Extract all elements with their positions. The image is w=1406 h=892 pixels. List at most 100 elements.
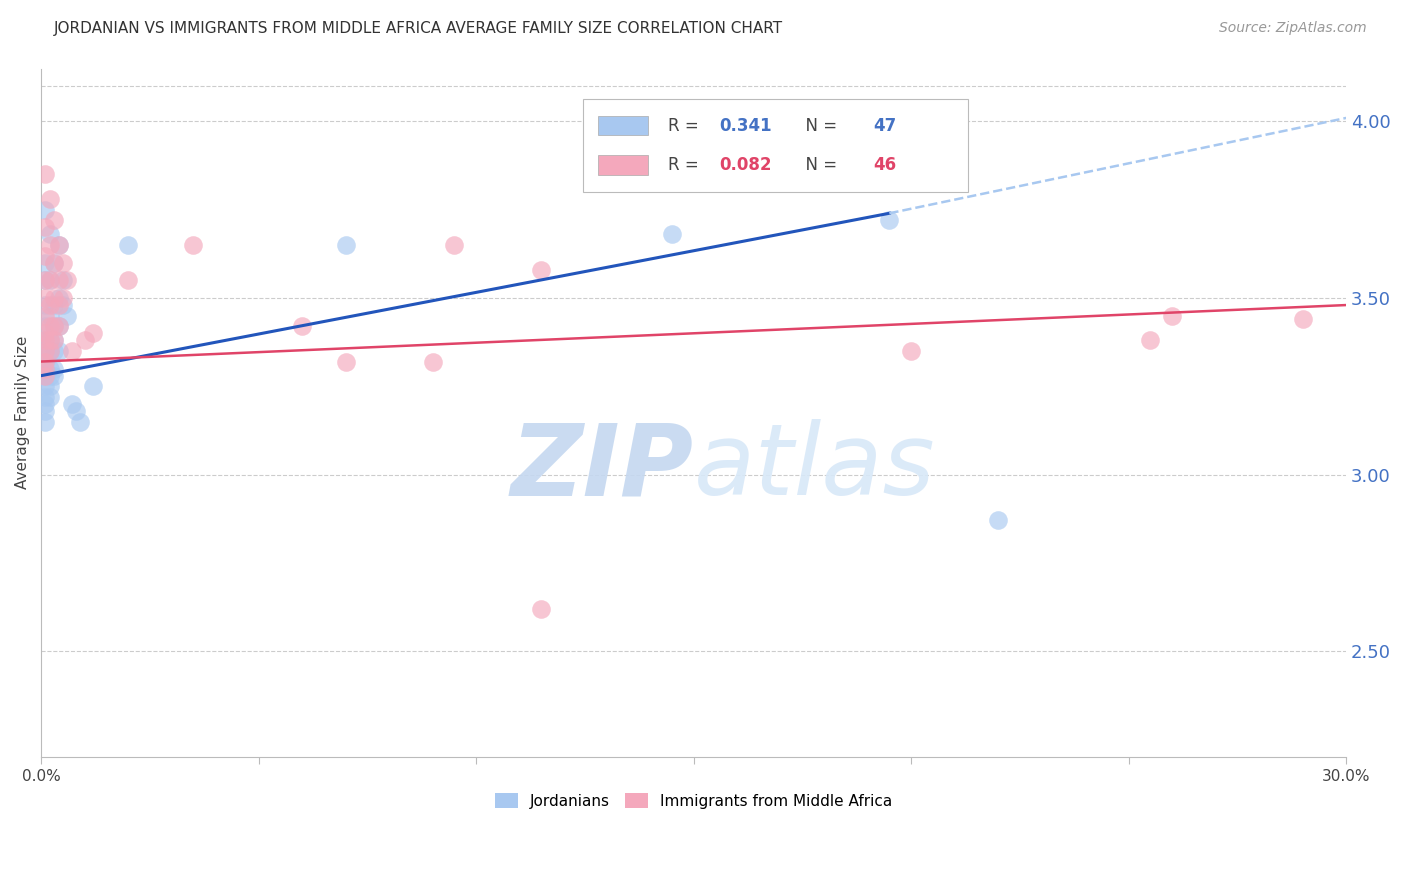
Point [44,213,66,227]
Point [34,273,56,287]
Point [52,291,75,305]
Point [44,255,66,269]
Point [34,354,56,368]
Point [1161,309,1184,323]
Point [34,249,56,263]
Point [34,390,56,404]
Point [38,298,60,312]
Point [879,213,901,227]
Point [38,368,60,383]
Text: 0.082: 0.082 [720,156,772,174]
Text: Source: ZipAtlas.com: Source: ZipAtlas.com [1219,21,1367,35]
Point [900,343,922,358]
Point [117,273,139,287]
Point [1139,334,1161,348]
Point [34,298,56,312]
Point [44,361,66,376]
Point [48,273,70,287]
Point [52,273,75,287]
Point [52,298,75,312]
Point [117,238,139,252]
Point [38,238,60,252]
Point [34,379,56,393]
Point [65,404,87,418]
Point [44,255,66,269]
Point [38,319,60,334]
Point [38,361,60,376]
Point [291,319,314,334]
Point [34,334,56,348]
Point [69,415,91,429]
Point [34,415,56,429]
Point [82,379,104,393]
Text: atlas: atlas [693,419,935,516]
Point [44,334,66,348]
Point [34,361,56,376]
Point [38,309,60,323]
Point [987,513,1010,527]
Text: 0.341: 0.341 [720,117,772,135]
Point [34,168,56,182]
Bar [599,155,648,175]
Point [34,404,56,418]
Point [34,368,56,383]
Point [60,343,83,358]
Point [38,343,60,358]
Point [48,319,70,334]
Point [34,255,56,269]
Point [34,202,56,217]
Text: N =: N = [796,117,842,135]
Point [34,291,56,305]
Point [44,291,66,305]
Point [44,368,66,383]
Point [34,343,56,358]
Point [38,192,60,206]
Point [38,334,60,348]
Point [34,220,56,235]
Point [661,227,683,242]
Y-axis label: Average Family Size: Average Family Size [15,336,30,490]
Point [48,319,70,334]
Point [56,309,79,323]
Text: N =: N = [796,156,842,174]
Point [44,319,66,334]
Text: ZIP: ZIP [510,419,693,516]
Text: R =: R = [668,117,703,135]
Point [56,273,79,287]
Point [422,354,444,368]
Text: R =: R = [668,156,703,174]
Point [82,326,104,341]
Point [44,319,66,334]
Point [48,238,70,252]
Point [335,354,357,368]
Point [34,343,56,358]
Point [38,334,60,348]
Point [34,368,56,383]
Point [38,273,60,287]
FancyBboxPatch shape [582,100,967,193]
Point [1291,312,1313,326]
Point [34,326,56,341]
Point [34,334,56,348]
Text: 46: 46 [873,156,897,174]
Point [34,319,56,334]
Point [44,298,66,312]
Text: JORDANIAN VS IMMIGRANTS FROM MIDDLE AFRICA AVERAGE FAMILY SIZE CORRELATION CHART: JORDANIAN VS IMMIGRANTS FROM MIDDLE AFRI… [53,21,783,36]
Point [530,262,553,277]
Point [38,273,60,287]
Point [48,291,70,305]
Point [38,390,60,404]
Point [44,343,66,358]
Point [48,238,70,252]
Bar [599,116,648,136]
Point [34,354,56,368]
Point [48,343,70,358]
Point [38,379,60,393]
Point [335,238,357,252]
Point [73,334,96,348]
Point [34,309,56,323]
Legend: Jordanians, Immigrants from Middle Africa: Jordanians, Immigrants from Middle Afric… [489,787,898,814]
Point [34,361,56,376]
Point [52,255,75,269]
Point [60,397,83,411]
